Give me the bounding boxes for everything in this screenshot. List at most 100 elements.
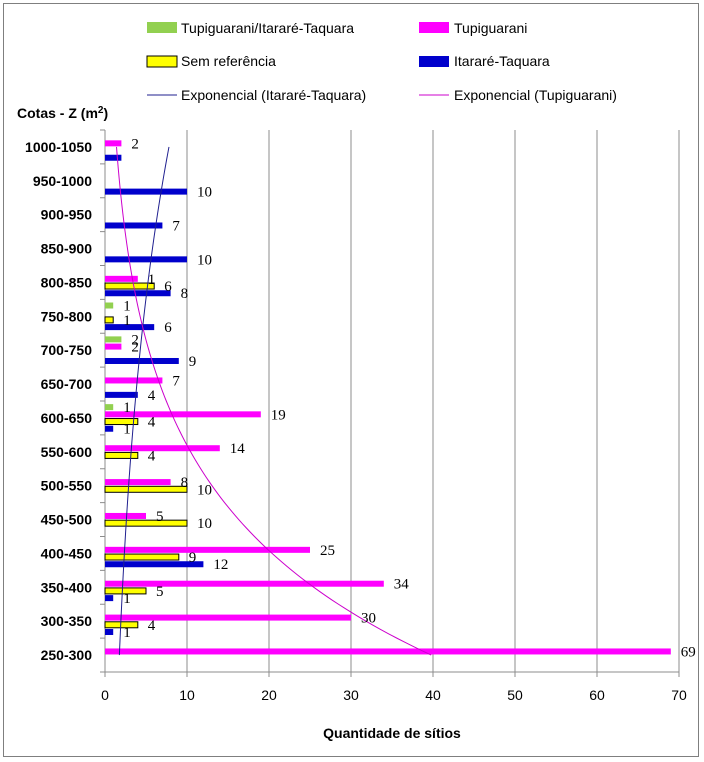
y-tick-label: 750-800: [41, 308, 93, 324]
legend-label-exp-tupiguarani: Exponencial (Tupiguarani): [454, 87, 617, 103]
y-tick-label: 400-450: [41, 545, 93, 561]
x-tick-label: 0: [101, 687, 109, 703]
data-label: 8: [181, 286, 189, 302]
x-axis-title: Quantidade de sítios: [323, 725, 461, 741]
x-tick-label: 50: [507, 687, 523, 703]
y-tick-label: 900-950: [41, 207, 93, 223]
data-label: 19: [271, 407, 286, 423]
bar-tupiguarani: [105, 275, 138, 282]
y-tick-label: 300-350: [41, 613, 93, 629]
x-tick-label: 10: [179, 687, 195, 703]
data-label: 1: [123, 422, 131, 438]
legend-label-sem-referencia: Sem referência: [181, 53, 276, 69]
legend-swatch-tupiguarani: [419, 22, 449, 33]
legend-swatch-sem-referencia: [146, 55, 178, 68]
y-axis-title-close: ): [103, 105, 108, 121]
data-label: 25: [320, 543, 335, 559]
y-tick-label: 500-550: [41, 478, 93, 494]
bar-itarare-taquara: [105, 188, 187, 195]
data-label: 34: [394, 577, 410, 593]
legend-label-itarare-taquara: Itararé-Taquara: [454, 53, 550, 69]
data-label: 14: [230, 441, 246, 457]
data-label: 2: [131, 332, 139, 348]
y-tick-label: 800-850: [41, 274, 93, 290]
bar-tupiguarani: [105, 377, 163, 384]
data-label: 10: [197, 185, 212, 201]
x-tick-label: 30: [343, 687, 359, 703]
x-tick-label: 60: [589, 687, 605, 703]
bar-itarare-taquara: [105, 425, 114, 432]
x-tick-label: 70: [671, 687, 687, 703]
bar-tupiguarani-itarare: [105, 404, 114, 411]
y-tick-label: 1000-1050: [25, 139, 92, 155]
bar-tupiguarani: [105, 445, 220, 452]
data-label: 5: [156, 584, 164, 600]
bar-sem-referencia: [104, 621, 139, 629]
bar-itarare-taquara: [105, 357, 179, 364]
bar-itarare-taquara: [105, 561, 204, 568]
trendlines: [116, 146, 432, 656]
y-tick-label: 600-650: [41, 410, 93, 426]
data-label: 10: [197, 516, 212, 532]
data-label: 30: [361, 611, 376, 627]
data-label: 1: [123, 400, 131, 416]
data-label: 12: [213, 557, 228, 573]
x-tick-label: 20: [261, 687, 277, 703]
data-label: 10: [197, 252, 212, 268]
bar-tupiguarani-itarare: [105, 302, 114, 309]
bar-itarare-taquara: [105, 324, 155, 331]
bar-sem-referencia: [104, 587, 147, 595]
x-tick-labels: 0 10 20 30 40 50 60 70: [101, 687, 687, 703]
bar-itarare-taquara: [105, 290, 171, 297]
bar-itarare-taquara: [105, 628, 114, 635]
bar-sem-referencia: [104, 519, 188, 527]
data-label: 1: [123, 625, 131, 641]
bars: [104, 140, 671, 655]
bar-tupiguarani: [105, 411, 261, 418]
data-label: 7: [172, 373, 180, 389]
data-label: 4: [148, 415, 156, 431]
y-tick-label: 950-1000: [33, 173, 92, 189]
data-label: 6: [164, 320, 172, 336]
data-label: 5: [156, 509, 164, 525]
y-tick-label: 450-500: [41, 512, 93, 528]
bar-tupiguarani: [105, 512, 146, 519]
y-axis-title-main: Cotas - Z (m: [17, 105, 98, 121]
bar-sem-referencia: [104, 553, 180, 561]
data-label: 1: [123, 299, 131, 315]
bar-sem-referencia: [104, 316, 114, 324]
bar-tupiguarani: [105, 343, 122, 350]
data-label: 4: [148, 618, 156, 634]
y-tick-label: 650-700: [41, 376, 93, 392]
trendline-tupiguarani: [116, 146, 432, 656]
y-tick-label: 550-600: [41, 444, 93, 460]
bar-tupiguarani: [105, 580, 384, 587]
data-label: 9: [189, 550, 197, 566]
y-tick-labels: 1000-1050 950-1000 900-950 850-900 800-850 75…: [25, 139, 92, 663]
data-label: 7: [172, 218, 180, 234]
grid: [100, 129, 680, 677]
data-label: 4: [148, 448, 156, 464]
bar-itarare-taquara: [105, 256, 187, 263]
y-tick-label: 700-750: [41, 342, 93, 358]
data-label: 2: [131, 136, 139, 152]
bar-tupiguarani-itarare: [105, 336, 122, 343]
bar-itarare-taquara: [105, 595, 114, 602]
bar-tupiguarani: [105, 648, 671, 655]
data-label: 69: [681, 644, 696, 660]
bar-tupiguarani: [105, 546, 310, 553]
data-label: 2: [131, 340, 139, 356]
legend-label-exp-itarare: Exponencial (Itararé-Taquara): [181, 87, 366, 103]
legend-swatch-itarare-taquara: [419, 56, 449, 67]
bar-tupiguarani: [105, 140, 122, 147]
legend-label-tupiguarani: Tupiguarani: [454, 20, 527, 36]
trendline-itarare-taquara: [118, 146, 170, 656]
legend-swatch-tupiguarani-itarare: [147, 22, 177, 33]
bar-itarare-taquara: [105, 391, 138, 398]
y-tick-label: 350-400: [41, 579, 93, 595]
data-label: 8: [181, 475, 189, 491]
x-tick-label: 40: [425, 687, 441, 703]
bar-sem-referencia: [104, 418, 139, 426]
